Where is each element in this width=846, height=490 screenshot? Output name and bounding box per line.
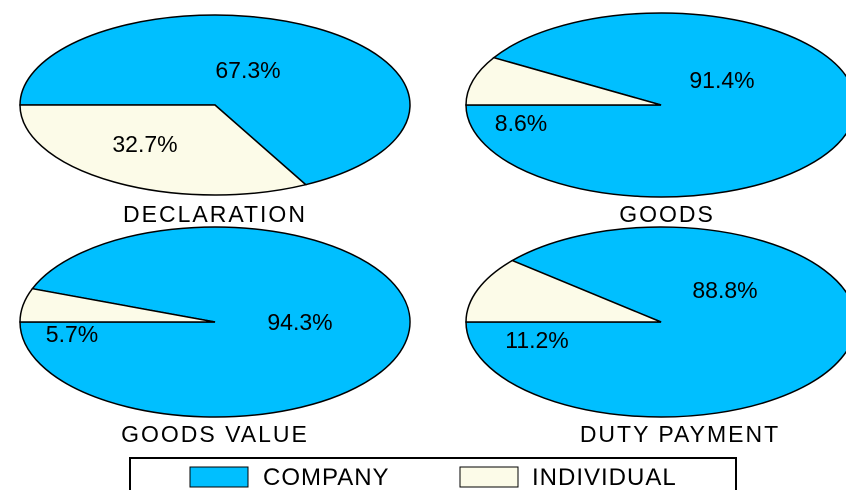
legend-label-company: COMPANY [263,464,390,490]
pie-title-goods: GOODS [619,201,715,227]
data-label-company-duty-payment: 88.8% [692,277,757,303]
data-label-company-goods-value: 94.3% [267,309,332,335]
slice-company-duty-payment [465,226,846,418]
legend-swatch-individual [459,466,519,488]
pie-title-duty-payment: DUTY PAYMENT [580,421,780,447]
pie-title-goods-value: GOODS VALUE [121,421,309,447]
data-label-company-declaration: 67.3% [215,57,280,83]
data-label-individual-duty-payment: 11.2% [505,327,569,353]
data-label-individual-declaration: 32.7% [112,131,177,157]
legend-label-individual: INDIVIDUAL [532,464,677,490]
slice-individual-declaration [19,104,308,196]
data-label-company-goods: 91.4% [689,67,754,93]
legend-swatch-company [189,466,249,488]
pie-title-declaration: DECLARATION [123,201,307,227]
data-label-individual-goods: 8.6% [495,110,547,136]
data-label-individual-goods-value: 5.7% [46,321,98,347]
legend: COMPANY INDIVIDUAL [129,457,737,490]
slice-individual-goods-value [19,287,216,323]
slice-individual-duty-payment [465,259,662,323]
pie-panels: 67.3% 32.7% 91.4% 8.6% 94.3% 5.7% 88.8% 11.2% [19,12,846,418]
slice-individual-goods [465,56,662,106]
pie-titles: DECLARATION GOODS GOODS VALUE DUTY PAYME… [121,201,780,447]
slice-company-declaration [19,14,411,186]
slice-company-goods [465,12,846,198]
